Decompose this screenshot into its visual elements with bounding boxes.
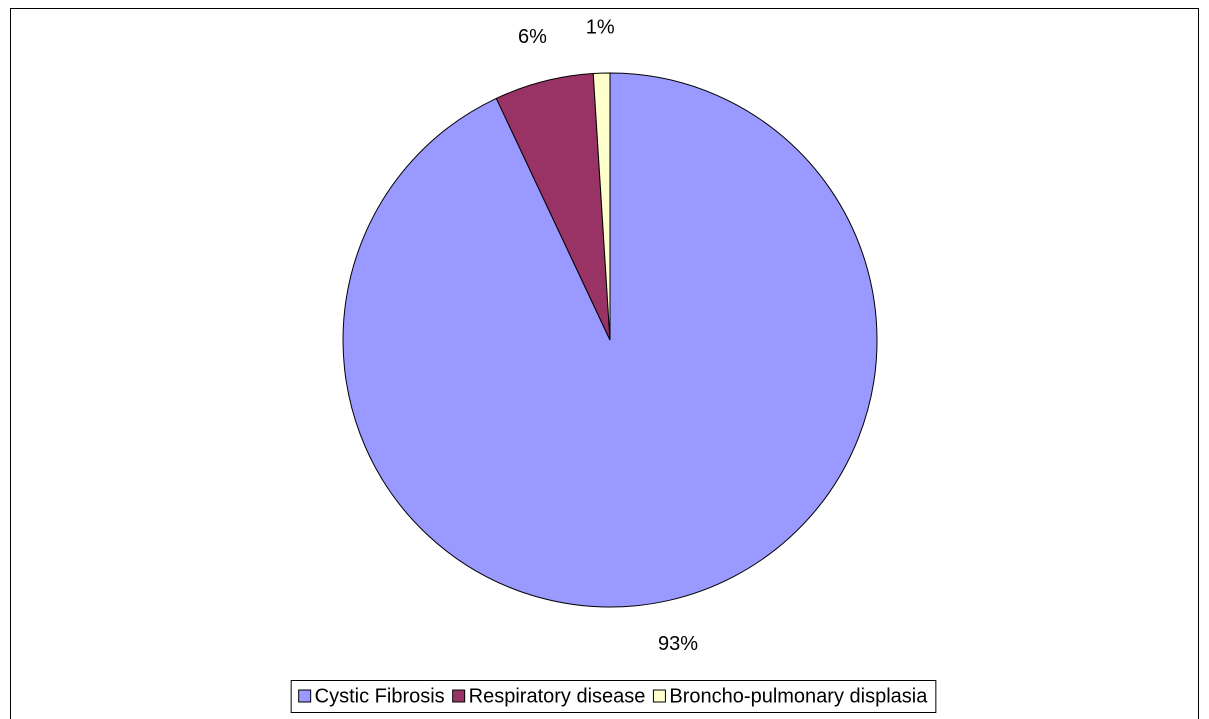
legend-label: Cystic Fibrosis [315, 685, 445, 707]
data-label: 1% [586, 16, 615, 38]
legend [290, 680, 937, 713]
data-label: 93% [658, 633, 698, 655]
data-label: 6% [518, 26, 547, 48]
legend-label: Broncho-pulmonary displasia [669, 685, 928, 707]
legend-swatch [652, 689, 666, 703]
pie-slice [592, 72, 611, 341]
legend-swatch [298, 689, 312, 703]
legend-swatch [452, 689, 466, 703]
legend-label: Respiratory disease [469, 685, 646, 707]
